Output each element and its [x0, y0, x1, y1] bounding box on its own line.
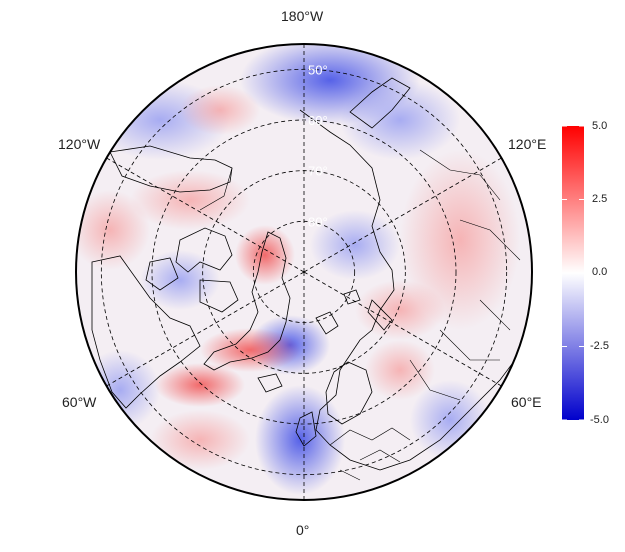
latitude-label: 60°: [308, 113, 328, 128]
meridian-line: [303, 271, 502, 387]
lon-label-120e: 120°E: [508, 136, 547, 152]
uk-coast: [295, 411, 317, 447]
asia-borders: [409, 149, 521, 401]
eurasia-coast: [299, 109, 532, 471]
alaska-coast: [109, 145, 233, 193]
colorbar-tick-label: -2.5: [590, 340, 609, 352]
map-boundary: [75, 43, 533, 501]
svalbard-coast: [315, 289, 361, 335]
latitude-ring: [100, 68, 508, 476]
lon-label-60w: 60°W: [62, 394, 97, 410]
colorbar-tick-label: 2.5: [592, 193, 608, 205]
coastlines: [91, 77, 532, 481]
colorbar: [562, 125, 584, 421]
iceland-coast: [257, 373, 283, 393]
latitude-label: 50°: [308, 62, 328, 77]
colorbar-tick-marks: [562, 125, 584, 421]
lon-label-0: 0°: [296, 522, 310, 538]
colorbar-tick-label: 5.0: [592, 120, 608, 132]
novaya-zemlya-coast: [367, 299, 393, 331]
latitude-label: 80°: [308, 214, 328, 229]
colorbar-tick-label: -5.0: [590, 414, 609, 426]
lon-label-180w: 180°W: [281, 8, 324, 24]
latitude-label: 70°: [308, 164, 328, 179]
colorbar-ramp: [562, 126, 584, 420]
latitude-ring: [151, 119, 457, 425]
meridian-line: [106, 271, 305, 387]
colorbar-tick-label: 0.0: [592, 266, 608, 278]
meridian-line: [106, 157, 305, 273]
graticule: [100, 44, 508, 500]
greenland-coast: [203, 231, 291, 371]
north-america-coast: [91, 255, 201, 409]
kamchatka-coast: [349, 77, 411, 129]
meridian-line: [303, 157, 502, 273]
scandinavia-coast: [325, 361, 373, 425]
latitude-labels: 50° 60° 70° 80°: [308, 62, 328, 229]
lon-label-60e: 60°E: [511, 394, 542, 410]
europe-borders: [329, 427, 411, 481]
canada-border: [199, 167, 233, 211]
lon-label-120w: 120°W: [58, 136, 101, 152]
